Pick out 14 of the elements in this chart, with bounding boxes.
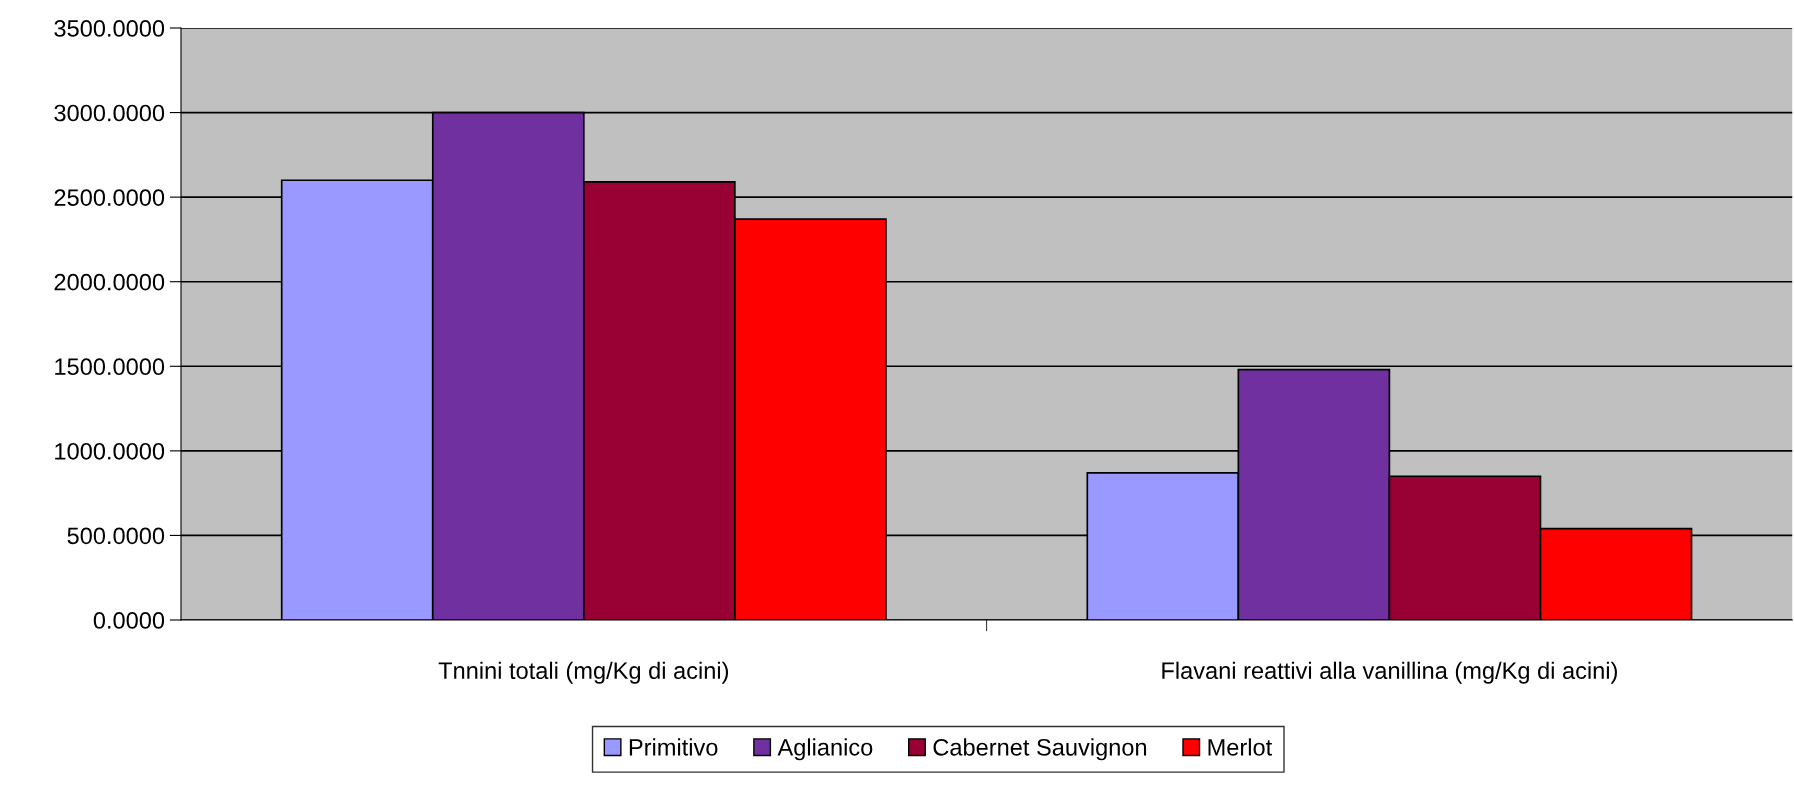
legend-label: Primitivo (629, 738, 718, 756)
legend-label: Merlot (1208, 738, 1273, 756)
y-tick-label: 500.0000 (67, 527, 165, 545)
y-tick-label: 1000.0000 (55, 442, 165, 460)
y-tick-label: 0.0000 (93, 612, 165, 629)
x-tick-label: Tnnini totali (mg/Kg di acini) (438, 661, 729, 684)
y-tick-label: 2000.0000 (54, 273, 165, 291)
x-tick-label: Flavani reattivi alla vanillina (mg/Kg di acini) (1162, 661, 1617, 684)
y-tick-label: 3500.0000 (54, 20, 165, 37)
y-tick-label: 3000.0000 (54, 104, 165, 122)
legend-label: Cabernet Sauvignon (933, 738, 1147, 761)
y-tick-label: 2500.0000 (54, 189, 165, 206)
y-tick-label: 1500.0000 (55, 358, 165, 376)
legend-label: Aglianico (777, 738, 873, 761)
